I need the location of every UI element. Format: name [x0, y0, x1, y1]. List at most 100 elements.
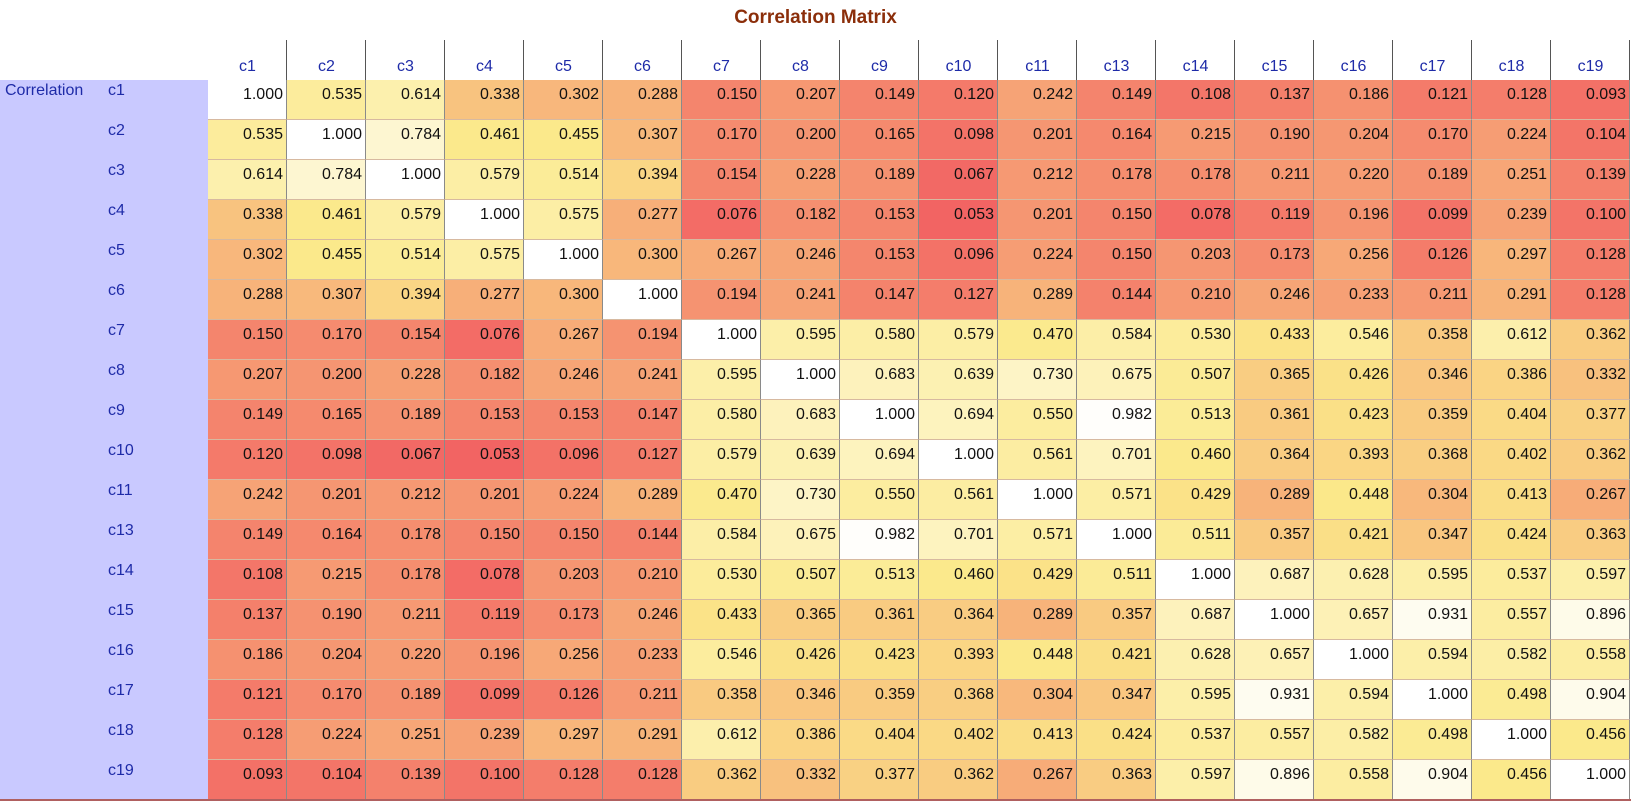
heatmap-cell: 0.614	[208, 160, 287, 200]
heatmap-cell: 0.190	[1235, 120, 1314, 160]
row-header-panel	[0, 80, 208, 801]
heatmap-cell: 0.683	[840, 360, 919, 400]
column-label: c15	[1261, 58, 1288, 75]
heatmap-cell: 0.657	[1314, 600, 1393, 640]
heatmap-cell: 0.584	[1077, 320, 1156, 360]
heatmap-cell: 1.000	[761, 360, 840, 400]
heatmap-cell: 0.558	[1551, 640, 1630, 680]
heatmap-cell: 0.507	[1156, 360, 1235, 400]
heatmap-cell: 0.128	[1551, 280, 1630, 320]
heatmap-cell: 0.423	[1314, 400, 1393, 440]
heatmap-cell: 0.267	[682, 240, 761, 280]
column-label: c2	[318, 58, 335, 75]
heatmap-cell: 0.224	[1472, 120, 1551, 160]
heatmap-cell: 0.614	[366, 80, 445, 120]
heatmap-cell: 0.507	[761, 560, 840, 600]
heatmap-cell: 0.597	[1551, 560, 1630, 600]
heatmap-cell: 0.377	[840, 760, 919, 800]
heatmap-cell: 1.000	[1472, 720, 1551, 760]
heatmap-cell: 0.424	[1472, 520, 1551, 560]
heatmap-cell: 0.455	[287, 240, 366, 280]
heatmap-cell: 0.346	[761, 680, 840, 720]
heatmap-cell: 0.361	[1235, 400, 1314, 440]
heatmap-cell: 0.896	[1551, 600, 1630, 640]
heatmap-cell: 0.365	[1235, 360, 1314, 400]
bottom-border	[0, 799, 1631, 801]
heatmap-cell: 0.460	[919, 560, 998, 600]
heatmap-cell: 0.687	[1156, 600, 1235, 640]
heatmap-cell: 0.433	[1235, 320, 1314, 360]
heatmap-cell: 0.104	[1551, 120, 1630, 160]
row-label: c2	[108, 122, 125, 139]
heatmap-cell: 0.579	[366, 200, 445, 240]
heatmap-cell: 0.413	[998, 720, 1077, 760]
heatmap-cell: 0.535	[287, 80, 366, 120]
column-label: c1	[239, 58, 256, 75]
heatmap-cell: 0.128	[1551, 240, 1630, 280]
heatmap-cell: 0.182	[761, 200, 840, 240]
heatmap-cell: 0.200	[287, 360, 366, 400]
heatmap-cell: 1.000	[287, 120, 366, 160]
heatmap-cell: 0.546	[1314, 320, 1393, 360]
heatmap-cell: 0.687	[1235, 560, 1314, 600]
heatmap-cell: 0.108	[1156, 80, 1235, 120]
heatmap-cell: 0.498	[1472, 680, 1551, 720]
heatmap-cell: 0.150	[1077, 240, 1156, 280]
heatmap-cell: 1.000	[1077, 520, 1156, 560]
heatmap-cell: 0.584	[682, 520, 761, 560]
heatmap-cell: 0.224	[998, 240, 1077, 280]
heatmap-cell: 0.579	[919, 320, 998, 360]
heatmap-cell: 0.267	[524, 320, 603, 360]
heatmap-cell: 0.386	[1472, 360, 1551, 400]
heatmap-cell: 0.701	[919, 520, 998, 560]
heatmap-cell: 0.201	[998, 120, 1077, 160]
column-label: c13	[1103, 58, 1130, 75]
row-label: c18	[108, 722, 134, 739]
heatmap-cell: 0.108	[208, 560, 287, 600]
heatmap-cell: 0.429	[1156, 480, 1235, 520]
heatmap-cell: 0.267	[1551, 480, 1630, 520]
heatmap-cell: 0.557	[1472, 600, 1551, 640]
heatmap-cell: 0.550	[998, 400, 1077, 440]
heatmap-cell: 0.053	[919, 200, 998, 240]
heatmap-cell: 0.784	[287, 160, 366, 200]
heatmap-cell: 0.194	[603, 320, 682, 360]
heatmap-cell: 0.561	[998, 440, 1077, 480]
column-label: c16	[1340, 58, 1367, 75]
heatmap-cell: 0.164	[1077, 120, 1156, 160]
heatmap-cell: 0.178	[366, 520, 445, 560]
heatmap-cell: 0.498	[1393, 720, 1472, 760]
heatmap-cell: 0.224	[287, 720, 366, 760]
row-label: c4	[108, 202, 125, 219]
heatmap-cell: 0.067	[919, 160, 998, 200]
heatmap-cell: 0.228	[366, 360, 445, 400]
heatmap-cell: 0.096	[524, 440, 603, 480]
heatmap-cell: 0.204	[287, 640, 366, 680]
heatmap-cell: 0.675	[1077, 360, 1156, 400]
heatmap-cell: 0.332	[761, 760, 840, 800]
heatmap-cell: 0.470	[998, 320, 1077, 360]
row-label: c9	[108, 402, 125, 419]
heatmap-cell: 0.204	[1314, 120, 1393, 160]
heatmap-cell: 0.170	[287, 320, 366, 360]
heatmap-cell: 0.595	[761, 320, 840, 360]
heatmap-cell: 0.683	[761, 400, 840, 440]
heatmap-cell: 0.530	[682, 560, 761, 600]
heatmap-cell: 0.455	[524, 120, 603, 160]
heatmap-cell: 0.413	[1472, 480, 1551, 520]
heatmap-cell: 0.126	[524, 680, 603, 720]
row-label: c10	[108, 442, 134, 459]
heatmap-cell: 0.514	[366, 240, 445, 280]
heatmap-cell: 0.147	[840, 280, 919, 320]
heatmap-cell: 0.127	[919, 280, 998, 320]
heatmap-cell: 0.100	[445, 760, 524, 800]
row-label: c8	[108, 362, 125, 379]
heatmap-cell: 0.153	[840, 240, 919, 280]
heatmap-cell: 0.580	[682, 400, 761, 440]
heatmap-cell: 0.694	[919, 400, 998, 440]
heatmap-cell: 0.582	[1472, 640, 1551, 680]
column-label: c5	[555, 58, 572, 75]
heatmap-cell: 0.165	[287, 400, 366, 440]
heatmap-cell: 0.628	[1156, 640, 1235, 680]
heatmap-cell: 0.377	[1551, 400, 1630, 440]
